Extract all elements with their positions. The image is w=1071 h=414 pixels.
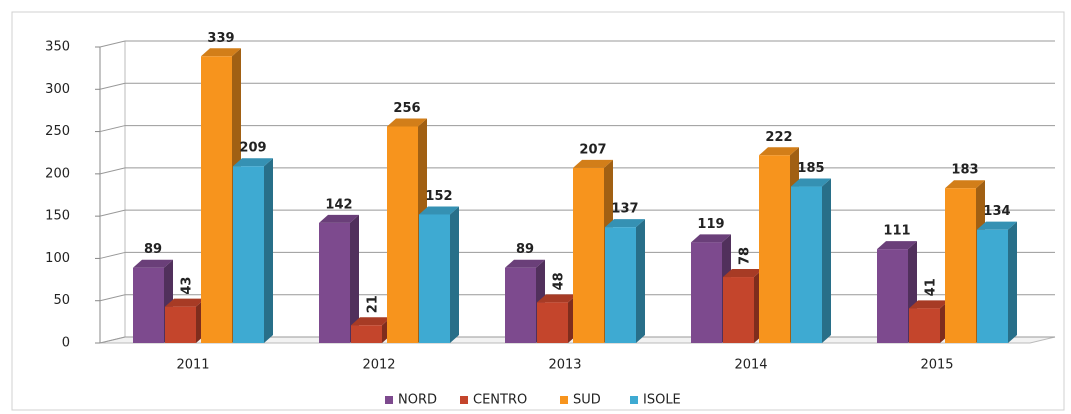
bar: [505, 267, 536, 343]
bar-top: [165, 298, 205, 307]
bar-top: [723, 269, 763, 278]
data-label: 41: [924, 278, 939, 296]
bar-top: [791, 178, 831, 187]
bar-side: [636, 219, 645, 343]
bar: [165, 306, 196, 343]
bar: [791, 186, 822, 343]
data-label: 152: [425, 189, 452, 204]
legend-label: NORD: [398, 393, 437, 408]
bar-top: [233, 158, 273, 167]
bar-side: [450, 206, 459, 343]
data-label: 222: [765, 130, 792, 145]
bar: [691, 242, 722, 343]
bar-top: [351, 317, 391, 326]
data-label: 185: [797, 161, 824, 176]
x-tick-label: 2012: [362, 358, 395, 373]
bar: [201, 56, 232, 343]
bar-top: [387, 118, 427, 127]
legend-label: SUD: [573, 393, 601, 408]
bar-top: [419, 206, 459, 215]
bar-top: [945, 180, 985, 189]
bar: [877, 249, 908, 343]
data-label: 48: [552, 272, 567, 290]
y-tick-label: 250: [45, 124, 70, 139]
bar-side: [350, 214, 359, 343]
y-tick-label: 100: [45, 251, 70, 266]
data-label: 137: [611, 202, 638, 217]
data-label: 89: [144, 242, 162, 257]
x-tick-label: 2015: [920, 358, 953, 373]
data-label: 78: [738, 247, 753, 265]
grid-diagonal: [99, 209, 126, 217]
bar-top: [605, 219, 645, 228]
bar-top: [133, 259, 173, 268]
bar-top: [877, 241, 917, 250]
y-tick-label: 300: [45, 82, 70, 97]
legend-label: CENTRO: [473, 393, 527, 408]
bar-top: [319, 214, 359, 223]
bar: [759, 155, 790, 343]
data-label: 134: [983, 204, 1010, 219]
data-label: 183: [951, 163, 978, 178]
chart-frame: [11, 11, 1065, 411]
bar-top: [977, 221, 1017, 230]
bar: [605, 227, 636, 343]
grid-diagonal: [99, 294, 126, 302]
x-tick-label: 2013: [548, 358, 581, 373]
data-label: 111: [883, 224, 910, 239]
legend-label: ISOLE: [643, 393, 681, 408]
x-tick-label: 2011: [176, 358, 209, 373]
y-tick-label: 150: [45, 209, 70, 224]
bar-top: [759, 147, 799, 156]
bar: [723, 277, 754, 343]
data-label: 209: [239, 141, 266, 156]
y-tick-label: 50: [53, 293, 70, 308]
bar: [909, 308, 940, 343]
bar: [133, 267, 164, 343]
bar: [419, 214, 450, 343]
data-label: 339: [207, 31, 234, 46]
legend-swatch: [385, 396, 393, 404]
data-label: 89: [516, 242, 534, 257]
data-label: 21: [366, 295, 381, 313]
data-label: 256: [393, 101, 420, 116]
grid-diagonal: [99, 167, 126, 175]
bar-side: [264, 158, 273, 343]
bar: [573, 167, 604, 343]
bar-side: [1008, 221, 1017, 343]
bar-top: [909, 300, 949, 309]
bar-top: [505, 259, 545, 268]
legend-swatch: [460, 396, 468, 404]
bar: [977, 229, 1008, 343]
data-label: 43: [180, 277, 195, 295]
bar: [233, 166, 264, 343]
legend-swatch: [560, 396, 568, 404]
grid-diagonal: [99, 125, 126, 133]
y-tick-label: 200: [45, 166, 70, 181]
grid-diagonal: [99, 336, 126, 344]
bar-side: [822, 178, 831, 343]
bar: [387, 126, 418, 343]
x-tick-label: 2014: [734, 358, 767, 373]
grid-diagonal: [99, 82, 126, 90]
bar: [945, 188, 976, 343]
bar-top: [537, 294, 577, 303]
data-label: 119: [697, 217, 724, 232]
bar-top: [573, 159, 613, 168]
grid-diagonal: [99, 251, 126, 259]
bar: [351, 325, 382, 343]
legend-swatch: [630, 396, 638, 404]
bar: [537, 302, 568, 343]
data-label: 207: [579, 142, 606, 157]
data-label: 142: [325, 197, 352, 212]
y-tick-label: 350: [45, 40, 70, 55]
bar-top: [691, 234, 731, 243]
bar-top: [201, 48, 241, 57]
grid-diagonal: [99, 40, 126, 48]
y-tick-label: 0: [62, 336, 70, 351]
bar: [319, 222, 350, 343]
